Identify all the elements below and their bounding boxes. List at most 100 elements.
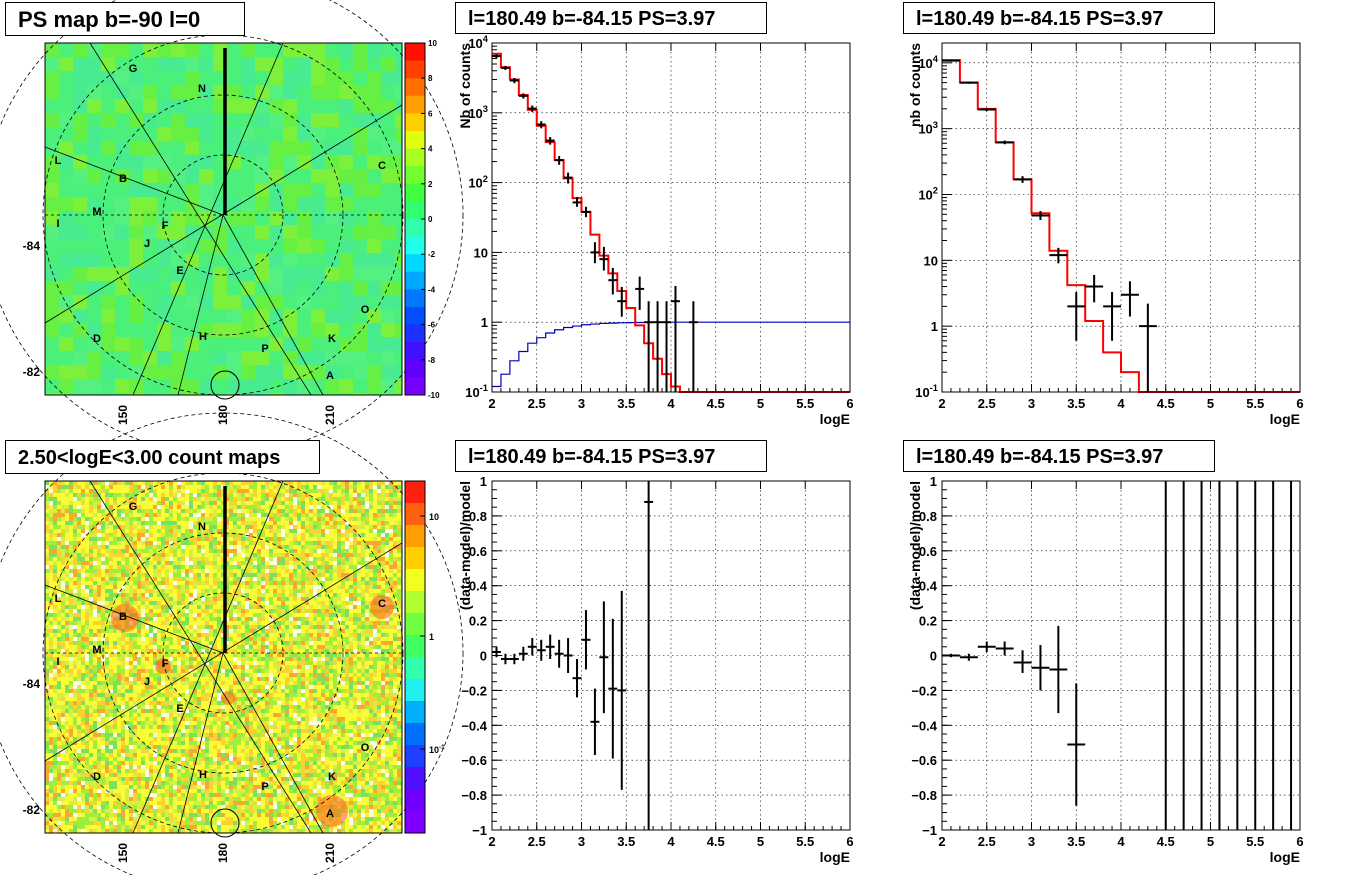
latitude-circle [102,532,344,774]
x-tick-label: 6 [1296,834,1303,849]
source-label-i: I [56,656,59,668]
data-point [581,206,591,218]
y-tick-label: 10 [924,253,938,268]
colorbar-band [405,547,425,570]
x-tick-label: 2.5 [978,396,996,411]
y-tick-label: 0.2 [469,614,487,629]
latitude-tick-label: -84 [23,677,41,691]
latitude-circle [0,412,464,875]
x-tick-label: 5.5 [796,396,814,411]
x-tick-label: 3.5 [617,834,635,849]
data-point [563,172,573,184]
colorbar-band [405,591,425,614]
data-point [1121,281,1139,317]
latitude-tick-label: -84 [23,239,41,253]
y-tick-label: 10 [474,245,488,260]
source-label-n: N [198,521,206,533]
y-axis-title: (data-model)/model [907,481,923,610]
latitude-circle [0,0,464,456]
data-point [1067,683,1086,806]
source-label-g: G [129,501,138,513]
y-tick-label: −1 [922,823,937,838]
source-label-c: C [378,160,386,172]
plot-area [942,481,1300,830]
colorbar-band [405,569,425,592]
x-tick-label: 6 [846,834,853,849]
colorbar-tick-label: 10-1 [429,744,445,755]
plot-frame [941,42,1301,393]
colorbar-tick-label: 1 [429,632,434,642]
model-histogram [492,52,850,393]
colorbar-band [405,43,425,62]
y-axis-title: (data-model)/model [457,481,473,610]
data-point [644,301,654,392]
latitude-tick-label: -82 [23,365,41,379]
data-point [599,246,609,271]
data-point [1067,292,1086,341]
source-label-c: C [378,598,386,610]
colorbar-band [405,679,425,702]
meridian-line [44,584,224,654]
colorbar-tick-label: -4 [428,285,436,294]
x-tick-label: 3 [1028,396,1035,411]
y-axis-title: nb of counts [907,43,923,127]
meridian-line [132,480,284,834]
latitude-circle [162,592,284,714]
x-tick-label: 2 [938,834,945,849]
x-tick-label: 4 [1117,834,1125,849]
meridian-line [222,652,324,834]
data-point [590,242,600,264]
source-label-p: P [261,781,268,793]
y-tick-label: 0.4 [919,579,938,594]
x-tick-label: 3.5 [617,396,635,411]
colorbar-band [405,166,425,185]
count-map-panel: G N L C B M I FJ E O D H K P A -84 -82 150 180 210 [0,412,464,875]
data-point [635,276,645,310]
colorbar-band [405,342,425,361]
data-point [500,65,510,71]
latitude-tick-label: -82 [23,803,41,817]
plot-frame [491,480,851,831]
data-point [509,78,519,84]
colorbar-tick-label: 4 [428,145,433,154]
source-label-d: D [93,333,101,345]
data-point [1103,292,1121,341]
source-label-o: O [361,742,370,754]
data-point [536,639,546,661]
grid-lines [942,481,1300,830]
colorbar-band [405,236,425,255]
source-label-j: J [144,676,150,688]
source-label-e: E [176,265,183,277]
data-point [942,59,960,62]
grid-lines [492,481,850,830]
colorbar-band [405,767,425,790]
map-texture [45,481,402,833]
data-point [995,140,1014,145]
source-label-b: B [119,611,127,623]
colorbar-band [405,657,425,680]
source-label-h: H [199,769,207,781]
source-label-p: P [261,343,268,355]
source-label-o: O [361,304,370,316]
ps-map-title: PS map b=-90 l=0 [5,2,245,36]
colorbar-band [405,148,425,167]
y-tick-label: −0.4 [461,718,487,733]
x-tick-label: 3 [1028,834,1035,849]
colorbar-band [405,481,425,504]
source-label-f: F [162,220,169,232]
x-tick-label: 5 [1207,396,1214,411]
data-point [1031,645,1050,691]
colorbar-band [405,635,425,658]
meridian-line [222,214,324,396]
y-tick-label: −0.2 [461,683,487,698]
source-label-a: A [326,808,334,820]
colorbar-band [405,219,425,238]
source-label-a: A [326,370,334,382]
x-tick-label: 5.5 [1246,396,1264,411]
source-label-d: D [93,771,101,783]
data-point [608,618,618,759]
meridian-line [89,480,312,834]
x-tick-label: 4 [667,834,675,849]
plot-area [942,43,1300,392]
data-point [671,286,680,392]
